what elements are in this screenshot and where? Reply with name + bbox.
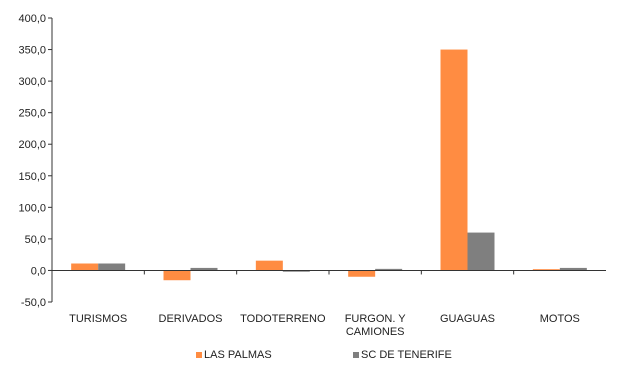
category-label: CAMIONES [346, 326, 405, 338]
bar-las-palmas-5 [532, 269, 560, 271]
legend-swatch-sc-de-tenerife [353, 352, 359, 358]
bar-sc-de-tenerife-1 [190, 267, 218, 271]
y-tick-label: 300,0 [18, 76, 46, 88]
legend-label-las-palmas: LAS PALMAS [204, 349, 272, 361]
bar-sc-de-tenerife-5 [559, 267, 587, 271]
y-tick-label: 0,0 [31, 265, 46, 277]
y-axis: -50,0 0,0 50,0 100,0 150,0 200,0 250,0 300,0 350… [18, 13, 53, 309]
y-tick-label: 150,0 [18, 171, 46, 183]
category-label: TURISMOS [69, 313, 127, 325]
legend-swatch-las-palmas [196, 352, 202, 358]
y-tick-label: 350,0 [18, 45, 46, 57]
bar-sc-de-tenerife-2 [282, 270, 310, 272]
bar-las-palmas-2 [255, 260, 283, 271]
y-tick-label: -50,0 [21, 297, 46, 309]
bar-las-palmas-3 [348, 270, 376, 277]
x-axis [52, 269, 606, 275]
bar-sc-de-tenerife-3 [375, 268, 403, 271]
bar-las-palmas-1 [163, 270, 191, 281]
legend-label-sc-de-tenerife: SC DE TENERIFE [361, 349, 452, 361]
category-label: TODOTERRENO [240, 313, 326, 325]
category-label: FURGON. Y [345, 313, 407, 325]
y-tick-label: 100,0 [18, 202, 46, 214]
category-label: MOTOS [540, 313, 580, 325]
y-tick-label: 50,0 [25, 234, 46, 246]
y-tick-label: 200,0 [18, 139, 46, 151]
bars-group [71, 49, 587, 281]
bar-sc-de-tenerife-0 [98, 263, 126, 271]
y-tick-label: 400,0 [18, 13, 46, 25]
category-label: DERIVADOS [159, 313, 223, 325]
category-labels: TURISMOS DERIVADOS TODOTERRENO FURGON. YCAM… [69, 313, 580, 338]
bar-sc-de-tenerife-4 [467, 232, 495, 271]
y-tick-label: 250,0 [18, 108, 46, 120]
category-label: GUAGUAS [440, 313, 495, 325]
bar-las-palmas-0 [71, 263, 99, 271]
legend: LAS PALMAS SC DE TENERIFE [196, 349, 452, 361]
bar-las-palmas-4 [440, 49, 468, 271]
